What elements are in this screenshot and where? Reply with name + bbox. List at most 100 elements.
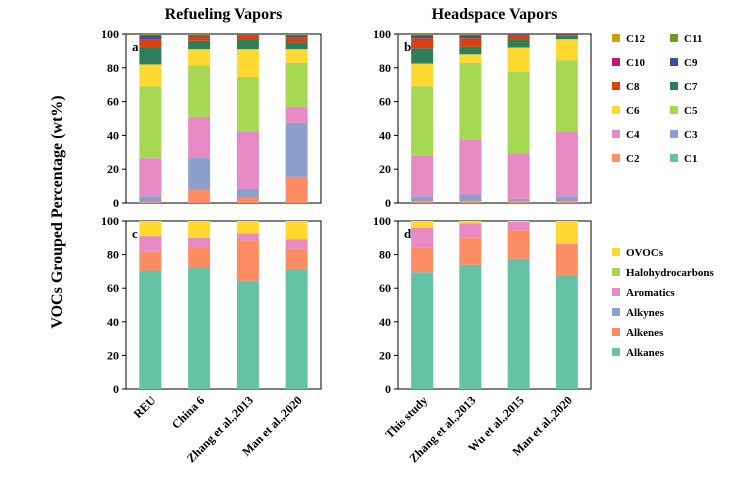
y-tick-label: 0 xyxy=(385,382,391,396)
bar-segment xyxy=(459,54,481,62)
bar-segment xyxy=(411,38,433,48)
bar-segment xyxy=(508,154,530,199)
legend-swatch xyxy=(612,308,620,316)
bar-segment xyxy=(508,34,530,35)
legend-swatch xyxy=(612,288,620,296)
bar-segment xyxy=(411,156,433,197)
bar-segment xyxy=(286,49,308,63)
y-axis-label: VOCs Grouped Percentage (wt%) xyxy=(49,95,66,328)
bar-segment xyxy=(286,239,308,248)
bar-segment xyxy=(459,34,481,35)
legend-swatch xyxy=(670,106,678,114)
panel-letter: d xyxy=(404,226,412,241)
y-tick-label: 40 xyxy=(107,315,119,329)
legend-swatch xyxy=(612,58,620,66)
bar-segment xyxy=(139,158,161,196)
bar-segment xyxy=(459,38,481,46)
legend-swatch xyxy=(670,34,678,42)
legend-label: Alkanes xyxy=(626,347,665,359)
bar-segment xyxy=(556,132,578,196)
bar-segment xyxy=(139,236,161,251)
y-tick-label: 100 xyxy=(373,214,391,228)
bar-segment xyxy=(459,238,481,265)
y-tick-label: 0 xyxy=(113,196,119,210)
legend-label: C12 xyxy=(626,33,645,45)
y-tick-label: 60 xyxy=(107,95,119,109)
y-tick-label: 80 xyxy=(379,61,391,75)
bar-segment xyxy=(139,251,161,270)
bar-segment xyxy=(237,39,259,49)
bar-segment xyxy=(139,221,161,236)
bar-segment xyxy=(556,196,578,201)
legend-label: C2 xyxy=(626,153,640,165)
bar-segment xyxy=(556,244,578,245)
legend-label: C4 xyxy=(626,129,640,141)
bar-segment xyxy=(508,222,530,230)
bar-segment xyxy=(237,35,259,36)
bar-segment xyxy=(286,269,308,389)
bar-segment xyxy=(237,77,259,131)
y-tick-label: 20 xyxy=(379,348,391,362)
bar-segment xyxy=(286,63,308,107)
bar-segment xyxy=(237,240,259,280)
bar-segment xyxy=(411,35,433,36)
legend-label: C3 xyxy=(684,129,698,141)
bar-segment xyxy=(237,189,259,198)
y-tick-label: 60 xyxy=(379,281,391,295)
bar-segment xyxy=(411,221,433,228)
legend-swatch xyxy=(612,82,620,90)
bar-segment xyxy=(139,196,161,202)
y-tick-label: 20 xyxy=(107,162,119,176)
bar-segment xyxy=(286,249,308,269)
bar-segment xyxy=(556,201,578,203)
bar-segment xyxy=(459,201,481,203)
legend-swatch xyxy=(612,268,620,276)
legend-label: OVOCs xyxy=(626,247,664,259)
bar-segment xyxy=(411,272,433,389)
column-title: Refueling Vapors xyxy=(165,6,283,23)
legend-label: C7 xyxy=(684,81,698,93)
bar-segment xyxy=(139,86,161,158)
bar-segment xyxy=(139,34,161,35)
y-tick-label: 100 xyxy=(101,27,119,41)
bar-segment xyxy=(237,198,259,203)
bar-segment xyxy=(508,39,530,47)
bar-segment xyxy=(188,35,210,36)
panel-letter: c xyxy=(132,226,138,241)
legend-group: OVOCsHalohydrocarbonsAromaticsAlkynesAlk… xyxy=(612,247,715,359)
y-tick-label: 40 xyxy=(379,128,391,142)
legend-swatch xyxy=(612,130,620,138)
bar-segment xyxy=(237,221,259,234)
bar-segment xyxy=(556,60,578,132)
legend-label: Alkenes xyxy=(626,327,664,339)
bar-segment xyxy=(459,47,481,55)
legend-label: C1 xyxy=(684,153,697,165)
bar-segment xyxy=(508,230,530,259)
legend-label: C6 xyxy=(626,105,640,117)
bar-segment xyxy=(188,157,210,189)
bar-segment xyxy=(188,238,210,247)
y-tick-label: 20 xyxy=(379,162,391,176)
category-label: REU xyxy=(131,393,159,421)
bar-segment xyxy=(237,234,259,241)
y-tick-label: 100 xyxy=(101,214,119,228)
legend-label: Halohydrocarbons xyxy=(626,267,715,279)
bar-segment xyxy=(188,37,210,41)
y-tick-label: 0 xyxy=(385,196,391,210)
legend-label: Alkynes xyxy=(626,307,665,319)
bar-segment xyxy=(556,36,578,39)
bar-segment xyxy=(139,271,161,389)
bar-segment xyxy=(286,35,308,36)
panel-letter: a xyxy=(132,39,139,54)
legend-swatch xyxy=(670,130,678,138)
y-tick-label: 60 xyxy=(107,281,119,295)
legend-swatch xyxy=(670,82,678,90)
y-tick-label: 20 xyxy=(107,348,119,362)
bar-segment xyxy=(237,34,259,35)
legend-swatch xyxy=(612,34,620,42)
legend-swatch xyxy=(670,58,678,66)
bar-segment xyxy=(459,35,481,36)
bar-segment xyxy=(188,49,210,65)
